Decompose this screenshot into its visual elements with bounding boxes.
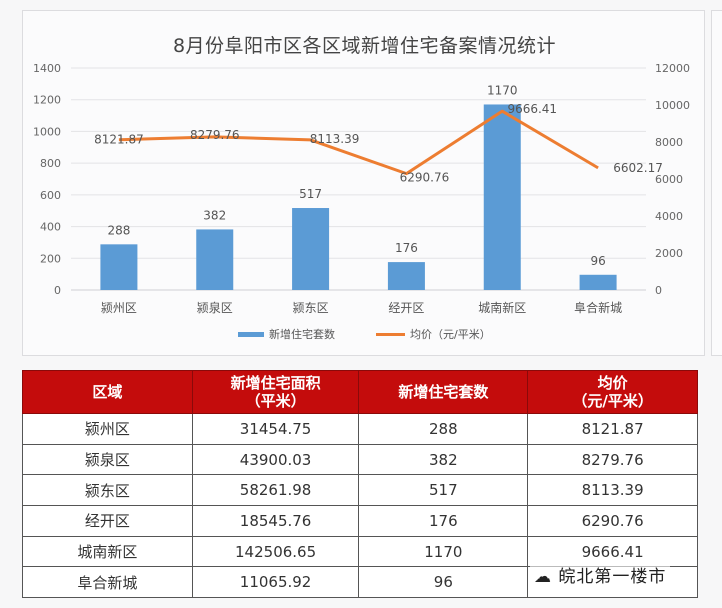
right-axis-tick: 2000 bbox=[655, 247, 683, 260]
table-header-row: 区域 新增住宅面积 （平米） 新增住宅套数 均价 （元/平米） bbox=[22, 370, 698, 414]
table-row: 颍泉区 43900.03 382 8279.76 bbox=[22, 443, 698, 476]
category-label: 城南新区 bbox=[478, 300, 526, 315]
cell-region: 颍州区 bbox=[22, 413, 193, 445]
bar-value-label: 1170 bbox=[487, 83, 518, 97]
legend-line-label: 均价（元/平米） bbox=[410, 328, 491, 341]
header-avg-price: 均价 （元/平米） bbox=[527, 370, 698, 414]
cell-region: 经开区 bbox=[22, 505, 193, 537]
left-axis-tick: 400 bbox=[40, 221, 61, 234]
cell-region: 颍泉区 bbox=[22, 443, 193, 476]
cell-price: 6290.76 bbox=[527, 505, 698, 537]
cell-region: 城南新区 bbox=[22, 535, 193, 568]
bar bbox=[292, 208, 330, 290]
avg-price-line bbox=[118, 109, 599, 176]
left-axis-tick: 1400 bbox=[33, 62, 61, 75]
bar bbox=[483, 104, 521, 290]
legend-bar-swatch bbox=[238, 332, 264, 337]
cell-area: 31454.75 bbox=[191, 413, 360, 445]
data-table: 区域 新增住宅面积 （平米） 新增住宅套数 均价 （元/平米） 颍州区 31454.… bbox=[22, 370, 698, 599]
line-value-label: 8279.76 bbox=[190, 128, 240, 142]
bar-value-label: 517 bbox=[299, 187, 322, 201]
category-label: 经开区 bbox=[388, 301, 424, 315]
table-row: 阜合新城 11065.92 96 bbox=[22, 566, 698, 599]
cell-area: 43900.03 bbox=[191, 443, 360, 476]
cell-area: 11065.92 bbox=[191, 566, 360, 599]
bar-value-label: 382 bbox=[203, 208, 226, 222]
bar bbox=[196, 229, 234, 290]
right-axis-tick: 4000 bbox=[655, 210, 683, 223]
left-axis-tick: 1000 bbox=[33, 125, 61, 138]
right-axis-tick: 6000 bbox=[655, 173, 683, 186]
chart-panel: 8月份阜阳市区各区域新增住宅备案情况统计 0 200 400 600 800 1000 12… bbox=[22, 10, 705, 356]
left-axis-tick: 0 bbox=[54, 284, 61, 297]
header-units: 新增住宅套数 bbox=[358, 370, 529, 414]
bar-value-label: 96 bbox=[590, 254, 605, 268]
left-axis-tick: 800 bbox=[40, 157, 61, 170]
right-axis-tick: 8000 bbox=[655, 136, 683, 149]
cell-area: 58261.98 bbox=[191, 474, 360, 507]
table-row: 颍东区 58261.98 517 8113.39 bbox=[22, 474, 698, 507]
chart-title: 8月份阜阳市区各区域新增住宅备案情况统计 bbox=[172, 35, 557, 57]
adjacent-panel bbox=[711, 10, 722, 356]
legend-bar-label: 新增住宅套数 bbox=[269, 327, 335, 341]
cell-price: 8121.87 bbox=[527, 413, 698, 445]
cell-units: 96 bbox=[358, 566, 529, 599]
bar-value-label: 176 bbox=[395, 241, 418, 255]
cell-area: 142506.65 bbox=[191, 535, 360, 568]
bar bbox=[387, 262, 425, 290]
right-axis-tick: 12000 bbox=[655, 62, 690, 75]
table-row: 城南新区 142506.65 1170 9666.41 bbox=[22, 535, 698, 568]
bar bbox=[579, 274, 617, 290]
cell-units: 382 bbox=[358, 443, 529, 476]
cell-price: 8279.76 bbox=[527, 443, 698, 476]
left-axis-tick: 600 bbox=[40, 189, 61, 202]
cell-area: 18545.76 bbox=[191, 505, 360, 537]
right-axis-tick: 0 bbox=[655, 284, 662, 297]
right-axis-tick: 10000 bbox=[655, 99, 690, 112]
header-region: 区域 bbox=[22, 370, 193, 414]
table-row: 经开区 18545.76 176 6290.76 bbox=[22, 505, 698, 537]
left-axis-tick: 200 bbox=[40, 252, 61, 265]
line-value-label: 8113.39 bbox=[310, 132, 360, 146]
combo-chart: 0 200 400 600 800 1000 1200 1400 0 2000 4000 6000 80… bbox=[33, 62, 690, 341]
bar-value-label: 288 bbox=[107, 223, 130, 237]
category-label: 颍泉区 bbox=[197, 301, 233, 315]
cell-region: 阜合新城 bbox=[22, 566, 193, 599]
line-value-label: 6602.17 bbox=[613, 161, 663, 175]
line-value-label: 6290.76 bbox=[400, 171, 450, 185]
category-label: 颍东区 bbox=[293, 301, 329, 315]
cell-region: 颍东区 bbox=[22, 474, 193, 507]
header-area: 新增住宅面积 （平米） bbox=[191, 370, 360, 414]
table-row: 颍州区 31454.75 288 8121.87 bbox=[22, 413, 698, 445]
watermark: ☁ 皖北第一楼市 bbox=[530, 562, 671, 587]
cell-units: 517 bbox=[358, 474, 529, 507]
left-axis-tick: 1200 bbox=[33, 94, 61, 107]
line-value-label: 8121.87 bbox=[94, 133, 144, 147]
cell-units: 288 bbox=[358, 413, 529, 445]
cell-units: 1170 bbox=[358, 535, 529, 568]
line-value-label: 9666.41 bbox=[507, 102, 557, 116]
bar bbox=[100, 244, 138, 290]
category-label: 阜合新城 bbox=[574, 300, 622, 315]
cell-price: 8113.39 bbox=[527, 474, 698, 507]
cell-units: 176 bbox=[358, 505, 529, 537]
category-label: 颍州区 bbox=[101, 301, 137, 315]
